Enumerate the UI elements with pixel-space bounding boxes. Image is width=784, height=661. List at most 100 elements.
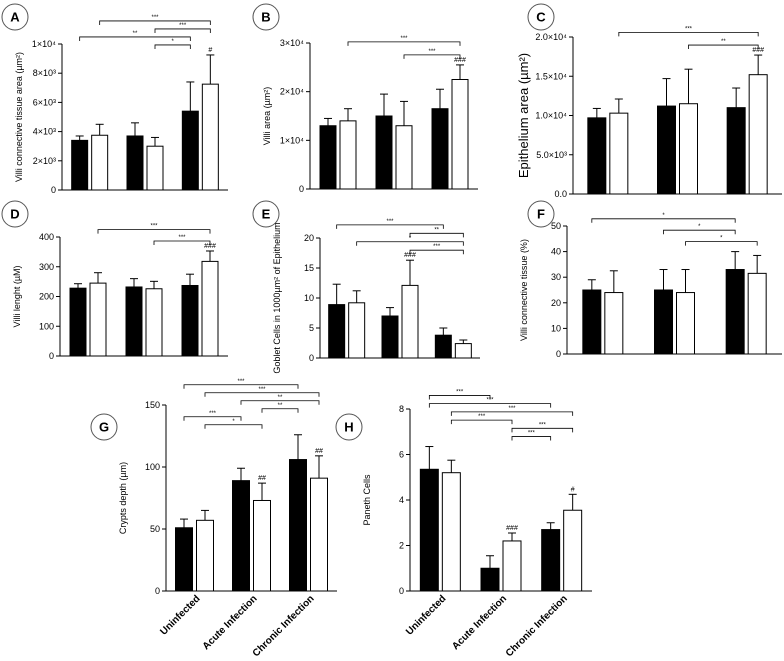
bar — [582, 289, 602, 355]
significance-bracket — [153, 240, 211, 245]
y-tick-label: 5.0×10³ — [536, 150, 567, 160]
significance-label: * — [171, 39, 174, 45]
bar — [375, 115, 393, 190]
y-axis-label: Paneth Cells — [362, 474, 372, 526]
significance-bracket — [403, 54, 461, 59]
panel-badge-circle — [1, 3, 29, 31]
significance-bracket — [183, 384, 299, 389]
x-tick-label: Chronic Infection — [504, 593, 570, 659]
bar — [175, 527, 193, 592]
significance-label: *** — [179, 23, 187, 29]
chart-panel-a: A 0 2×10³ 4×10³ 6×10³ 8×10³ 1×10⁴ Villi connect… — [1, 3, 228, 195]
significance-label: *** — [508, 406, 516, 412]
panel-badge-circle — [335, 413, 363, 441]
bar — [145, 288, 163, 357]
y-tick-label: 150 — [145, 400, 160, 410]
significance-label: *** — [539, 422, 547, 428]
panel-label: D — [10, 207, 19, 222]
panel-badge-circle — [1, 200, 29, 228]
bar — [679, 103, 698, 195]
x-tick-label: Chronic Infection — [251, 593, 317, 659]
bar — [657, 105, 676, 195]
significance-hash: ### — [506, 525, 518, 532]
significance-hash: ## — [315, 448, 323, 455]
significance-bracket — [450, 411, 574, 416]
bar — [480, 567, 500, 592]
significance-label: *** — [151, 15, 159, 21]
panel-badge: C — [527, 3, 555, 31]
bar — [89, 282, 107, 357]
significance-bracket — [591, 218, 736, 223]
bar — [328, 304, 346, 359]
bar — [434, 334, 452, 359]
y-axis-label: Villi connective tissue (%) — [519, 239, 529, 341]
significance-bracket — [97, 229, 211, 234]
chart-panel-d: D 0 100 200 300 400 Villi lenght (µM) ### *** *** — [1, 200, 228, 361]
significance-label: *** — [237, 379, 245, 385]
bar — [502, 540, 522, 592]
bar — [676, 292, 695, 355]
bar — [71, 139, 89, 191]
y-tick-label: 10 — [304, 293, 314, 303]
bar — [289, 459, 307, 592]
y-tick-label: 8×10³ — [33, 68, 56, 78]
x-tick-label: Uninfected — [158, 593, 202, 637]
bar — [201, 260, 219, 357]
significance-bracket — [688, 44, 759, 50]
significance-label: *** — [456, 389, 464, 395]
y-axis-label: Crypts depth (µm) — [118, 462, 128, 534]
significance-bracket — [336, 224, 444, 229]
chart-panel-e: E 0 5 10 15 20 Goblet Cells in 1000µm² of Epit… — [252, 200, 480, 374]
panel-badge-circle — [252, 200, 280, 228]
y-tick-label: 2.0×10⁴ — [535, 32, 567, 42]
bar — [348, 302, 366, 359]
bar — [419, 468, 439, 592]
bar — [253, 499, 271, 592]
significance-label: ** — [721, 39, 726, 45]
panel-badge: D — [1, 200, 29, 228]
panel-label: A — [10, 10, 20, 25]
bar — [339, 120, 357, 190]
y-tick-label: 3×10⁴ — [280, 38, 304, 48]
bar — [609, 112, 629, 195]
bar — [232, 480, 250, 592]
y-tick-label: 100 — [145, 462, 160, 472]
panel-badge-circle — [90, 413, 118, 441]
panel-badge: F — [527, 200, 555, 228]
panel-label: E — [262, 207, 271, 222]
panel-badge: E — [252, 200, 280, 228]
y-tick-label: 0.0 — [554, 189, 567, 199]
y-tick-label: 0 — [556, 349, 561, 359]
bar — [604, 292, 624, 355]
bar — [441, 472, 461, 592]
significance-bracket — [356, 241, 464, 246]
significance-label: ** — [133, 31, 138, 37]
y-tick-label: 300 — [39, 262, 54, 272]
significance-bracket — [450, 419, 513, 425]
panel-badge: B — [252, 3, 280, 31]
y-tick-label: 0 — [299, 184, 304, 194]
y-tick-label: 20 — [304, 233, 314, 243]
significance-label: ** — [278, 403, 283, 409]
y-tick-label: 20 — [551, 298, 561, 308]
significance-bracket — [79, 36, 191, 41]
bar — [181, 110, 199, 191]
significance-label: *** — [400, 36, 408, 42]
bar — [381, 315, 399, 359]
significance-label: * — [232, 419, 235, 425]
significance-label: * — [662, 213, 665, 219]
bar — [454, 343, 472, 359]
bar — [541, 529, 561, 592]
x-tick-label: Acute Infection — [201, 593, 260, 652]
significance-label: *** — [685, 26, 693, 32]
significance-bracket — [663, 229, 736, 235]
significance-label: *** — [428, 49, 436, 55]
panel-label: F — [537, 207, 545, 222]
bar — [747, 272, 767, 355]
significance-bracket — [428, 403, 552, 408]
bar — [69, 287, 87, 357]
significance-label: ** — [434, 227, 439, 233]
y-tick-label: 0 — [399, 586, 404, 596]
